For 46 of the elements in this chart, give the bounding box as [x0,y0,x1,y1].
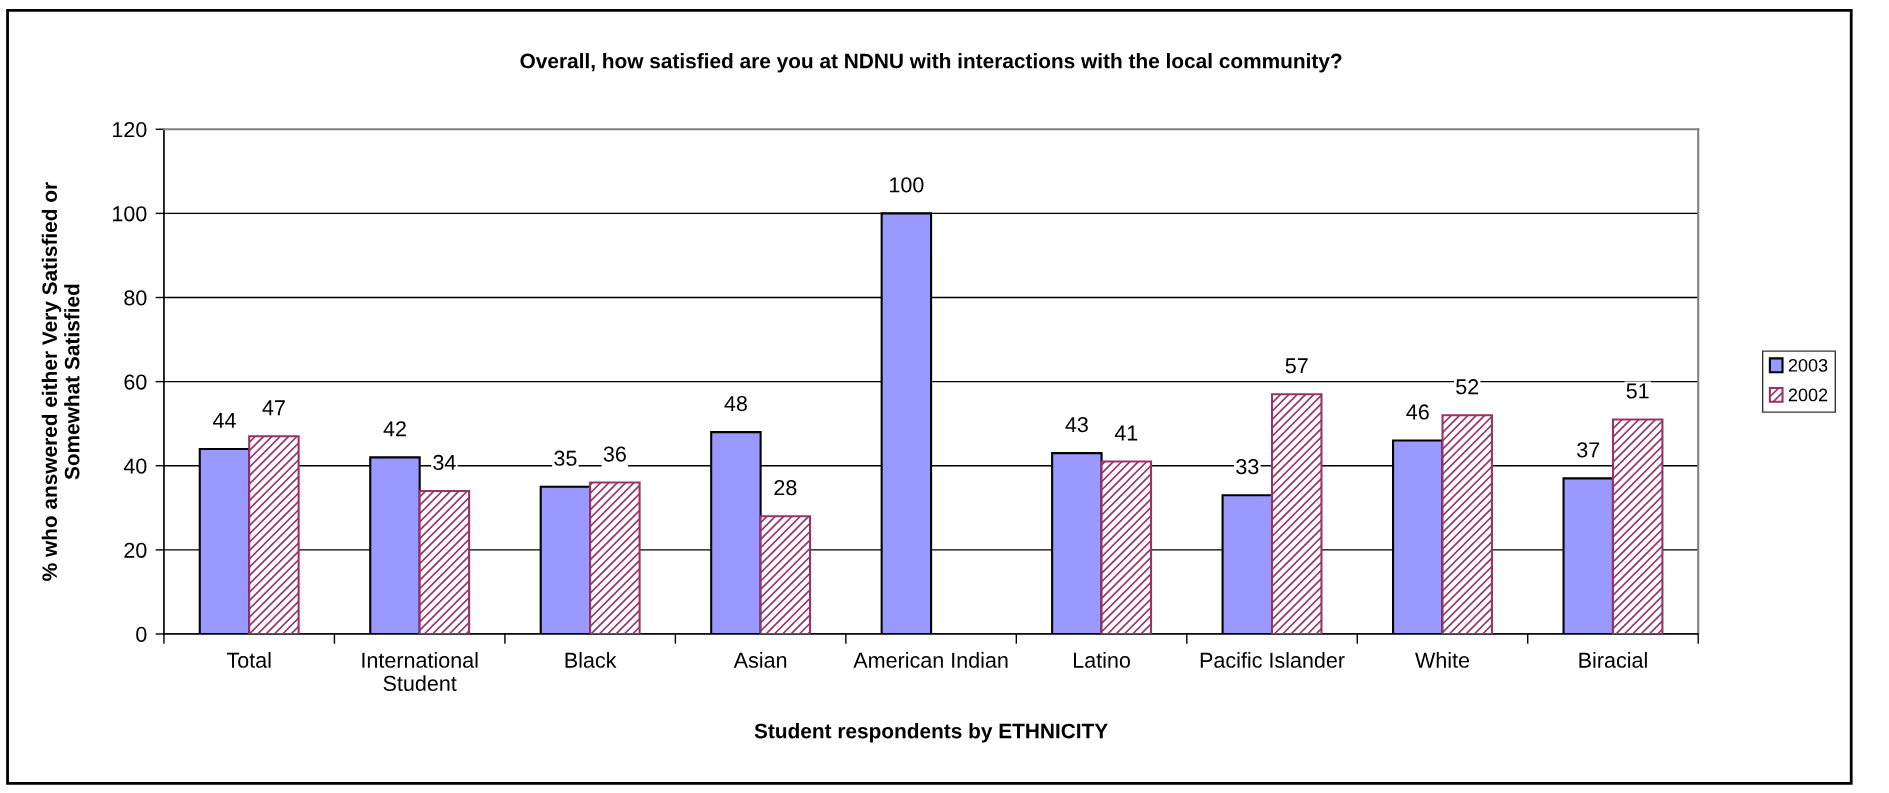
data-label: 48 [724,395,747,412]
data-label: 41 [1114,425,1138,441]
y-tick-label: 0 [136,626,147,643]
bar [759,515,812,634]
y-tick-label: 100 [113,206,147,222]
data-label: 100 [890,177,924,193]
x-tick-label: Total [226,652,271,668]
x-tick-label: Black [565,652,617,668]
bar [418,489,471,634]
bar [1611,418,1664,634]
chart-title: Overall, how satisfied are you at NDNU with interactions with the local community? [520,53,1342,73]
x-tick-label: International Student [362,652,478,692]
x-tick-label: Latino [1074,652,1130,668]
y-tick-label: 40 [123,458,147,474]
x-tick-label: White [1415,652,1470,668]
bar [589,481,641,634]
data-label: 34 [433,454,456,471]
data-label: 44 [213,412,236,428]
legend-label: 2003 [1788,358,1828,372]
data-label: 35 [554,450,577,466]
data-label: 36 [603,446,626,462]
data-label: 33 [1236,459,1259,475]
y-tick-label: 80 [124,290,147,306]
data-label: 37 [1577,442,1600,458]
y-axis-title: % who answered either Very Satisfied or Somewhat Satisfied [41,182,80,581]
data-label: 28 [774,480,797,496]
x-tick-label: American Indian [853,652,1008,668]
x-tick-label: Pacific Islander [1200,652,1345,668]
bar [1441,414,1493,634]
data-label: 57 [1285,358,1308,374]
data-label: 43 [1065,416,1088,433]
data-label: 52 [1456,379,1479,395]
data-label: 51 [1626,383,1649,399]
data-label: 42 [383,421,406,437]
bar [248,435,300,634]
y-tick-label: 120 [113,122,147,138]
x-axis-title: Student respondents by ETHNICITY [754,723,1108,743]
y-tick-label: 60 [124,374,147,390]
bar [1100,460,1153,634]
legend-label: 2002 [1788,388,1828,402]
x-tick-label: Asian [733,652,787,668]
data-label: 46 [1406,404,1429,420]
bar [1270,393,1323,634]
data-label: 47 [262,400,285,416]
y-tick-label: 20 [124,542,147,558]
x-tick-label: Biracial [1579,652,1647,668]
